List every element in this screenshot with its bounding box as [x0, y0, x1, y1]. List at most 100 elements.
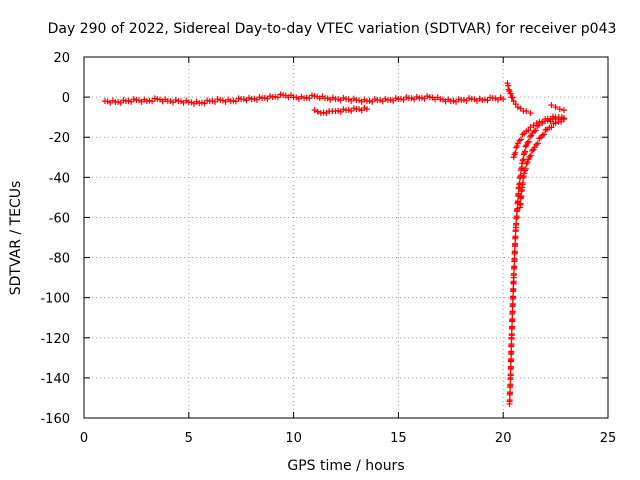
data-point — [120, 97, 127, 104]
data-point — [350, 105, 357, 112]
data-point — [455, 96, 462, 103]
ticks-layer: 0 5 10 15 20 25 20 0 -20 -40 -60 -80 -100 -120 -140 -16… — [40, 51, 616, 446]
data-point — [453, 98, 460, 105]
y-tick-label: 0 — [62, 91, 70, 106]
data-point — [251, 95, 258, 102]
data-point — [246, 94, 253, 101]
data-point — [487, 94, 494, 101]
data-point — [230, 97, 237, 104]
data-point — [504, 80, 511, 87]
data-point — [523, 108, 530, 115]
data-point — [377, 97, 384, 104]
data-point — [548, 124, 555, 131]
data-point — [518, 136, 525, 143]
data-point — [509, 94, 516, 101]
data-point — [549, 113, 556, 120]
data-point — [408, 95, 415, 102]
y-tick-label: -100 — [40, 292, 70, 307]
data-point — [361, 104, 368, 111]
y-tick-label: -120 — [40, 332, 70, 347]
data-point — [356, 106, 363, 113]
data-point — [519, 179, 526, 186]
x-axis-label: GPS time / hours — [287, 458, 404, 474]
data-point — [526, 153, 533, 160]
data-point — [512, 101, 519, 108]
data-point — [172, 96, 179, 103]
data-point — [167, 98, 174, 105]
data-point — [392, 95, 399, 102]
data-point — [547, 116, 554, 123]
data-point — [306, 95, 313, 102]
data-point — [463, 97, 470, 104]
data-point — [264, 95, 271, 102]
data-point — [533, 120, 540, 127]
data-point — [507, 381, 514, 388]
data-point — [530, 122, 537, 129]
data-point — [212, 98, 218, 105]
data-point — [525, 127, 532, 134]
data-point — [382, 95, 389, 102]
data-point — [507, 389, 514, 396]
data-point — [534, 140, 541, 147]
data-point — [345, 106, 352, 113]
data-point — [527, 124, 534, 131]
plot-frame — [83, 56, 609, 419]
data-point — [337, 108, 344, 115]
data-point — [314, 108, 321, 115]
data-point — [335, 96, 342, 103]
data-point — [552, 120, 559, 127]
data-point — [240, 96, 247, 103]
y-tick-label: -80 — [49, 252, 70, 267]
data-point — [209, 97, 216, 104]
data-point — [125, 97, 132, 104]
x-tick-label: 25 — [600, 431, 617, 446]
data-point — [548, 102, 555, 109]
data-point — [335, 107, 342, 114]
data-point — [115, 98, 122, 105]
data-point — [524, 139, 531, 146]
x-tick-label: 5 — [185, 431, 193, 446]
data-point — [514, 104, 521, 111]
data-point — [214, 96, 221, 103]
y-tick-label: -20 — [49, 131, 70, 146]
data-point — [253, 96, 260, 103]
data-point — [527, 152, 534, 159]
data-point — [398, 95, 405, 102]
data-series — [516, 116, 567, 211]
data-point — [201, 100, 208, 107]
data-point — [506, 396, 513, 403]
y-tick-label: -140 — [40, 372, 70, 387]
data-point — [450, 97, 457, 104]
data-point — [117, 99, 124, 106]
data-point — [466, 95, 473, 102]
data-point — [340, 106, 347, 113]
data-point — [510, 98, 517, 105]
data-point — [311, 107, 318, 114]
data-point — [544, 115, 551, 122]
data-point — [484, 97, 491, 104]
data-point — [481, 96, 488, 103]
data-point — [303, 94, 310, 101]
data-series — [101, 91, 507, 107]
data-point — [146, 97, 153, 104]
data-point — [363, 106, 370, 113]
y-tick-label: -40 — [49, 171, 70, 186]
data-point — [256, 94, 263, 101]
data-point — [261, 94, 268, 101]
y-axis-label: SDTVAR / TECUs — [8, 181, 24, 296]
data-point — [151, 95, 158, 102]
x-tick-label: 10 — [285, 431, 302, 446]
y-tick-label: -60 — [49, 211, 70, 226]
data-point — [424, 93, 431, 100]
data-point — [514, 143, 521, 150]
data-point — [369, 98, 376, 105]
data-point — [308, 92, 315, 99]
data-series — [548, 102, 567, 114]
data-point — [529, 147, 536, 154]
data-point — [267, 93, 274, 100]
data-point — [532, 127, 539, 134]
data-point — [522, 165, 529, 172]
data-point — [524, 159, 531, 166]
